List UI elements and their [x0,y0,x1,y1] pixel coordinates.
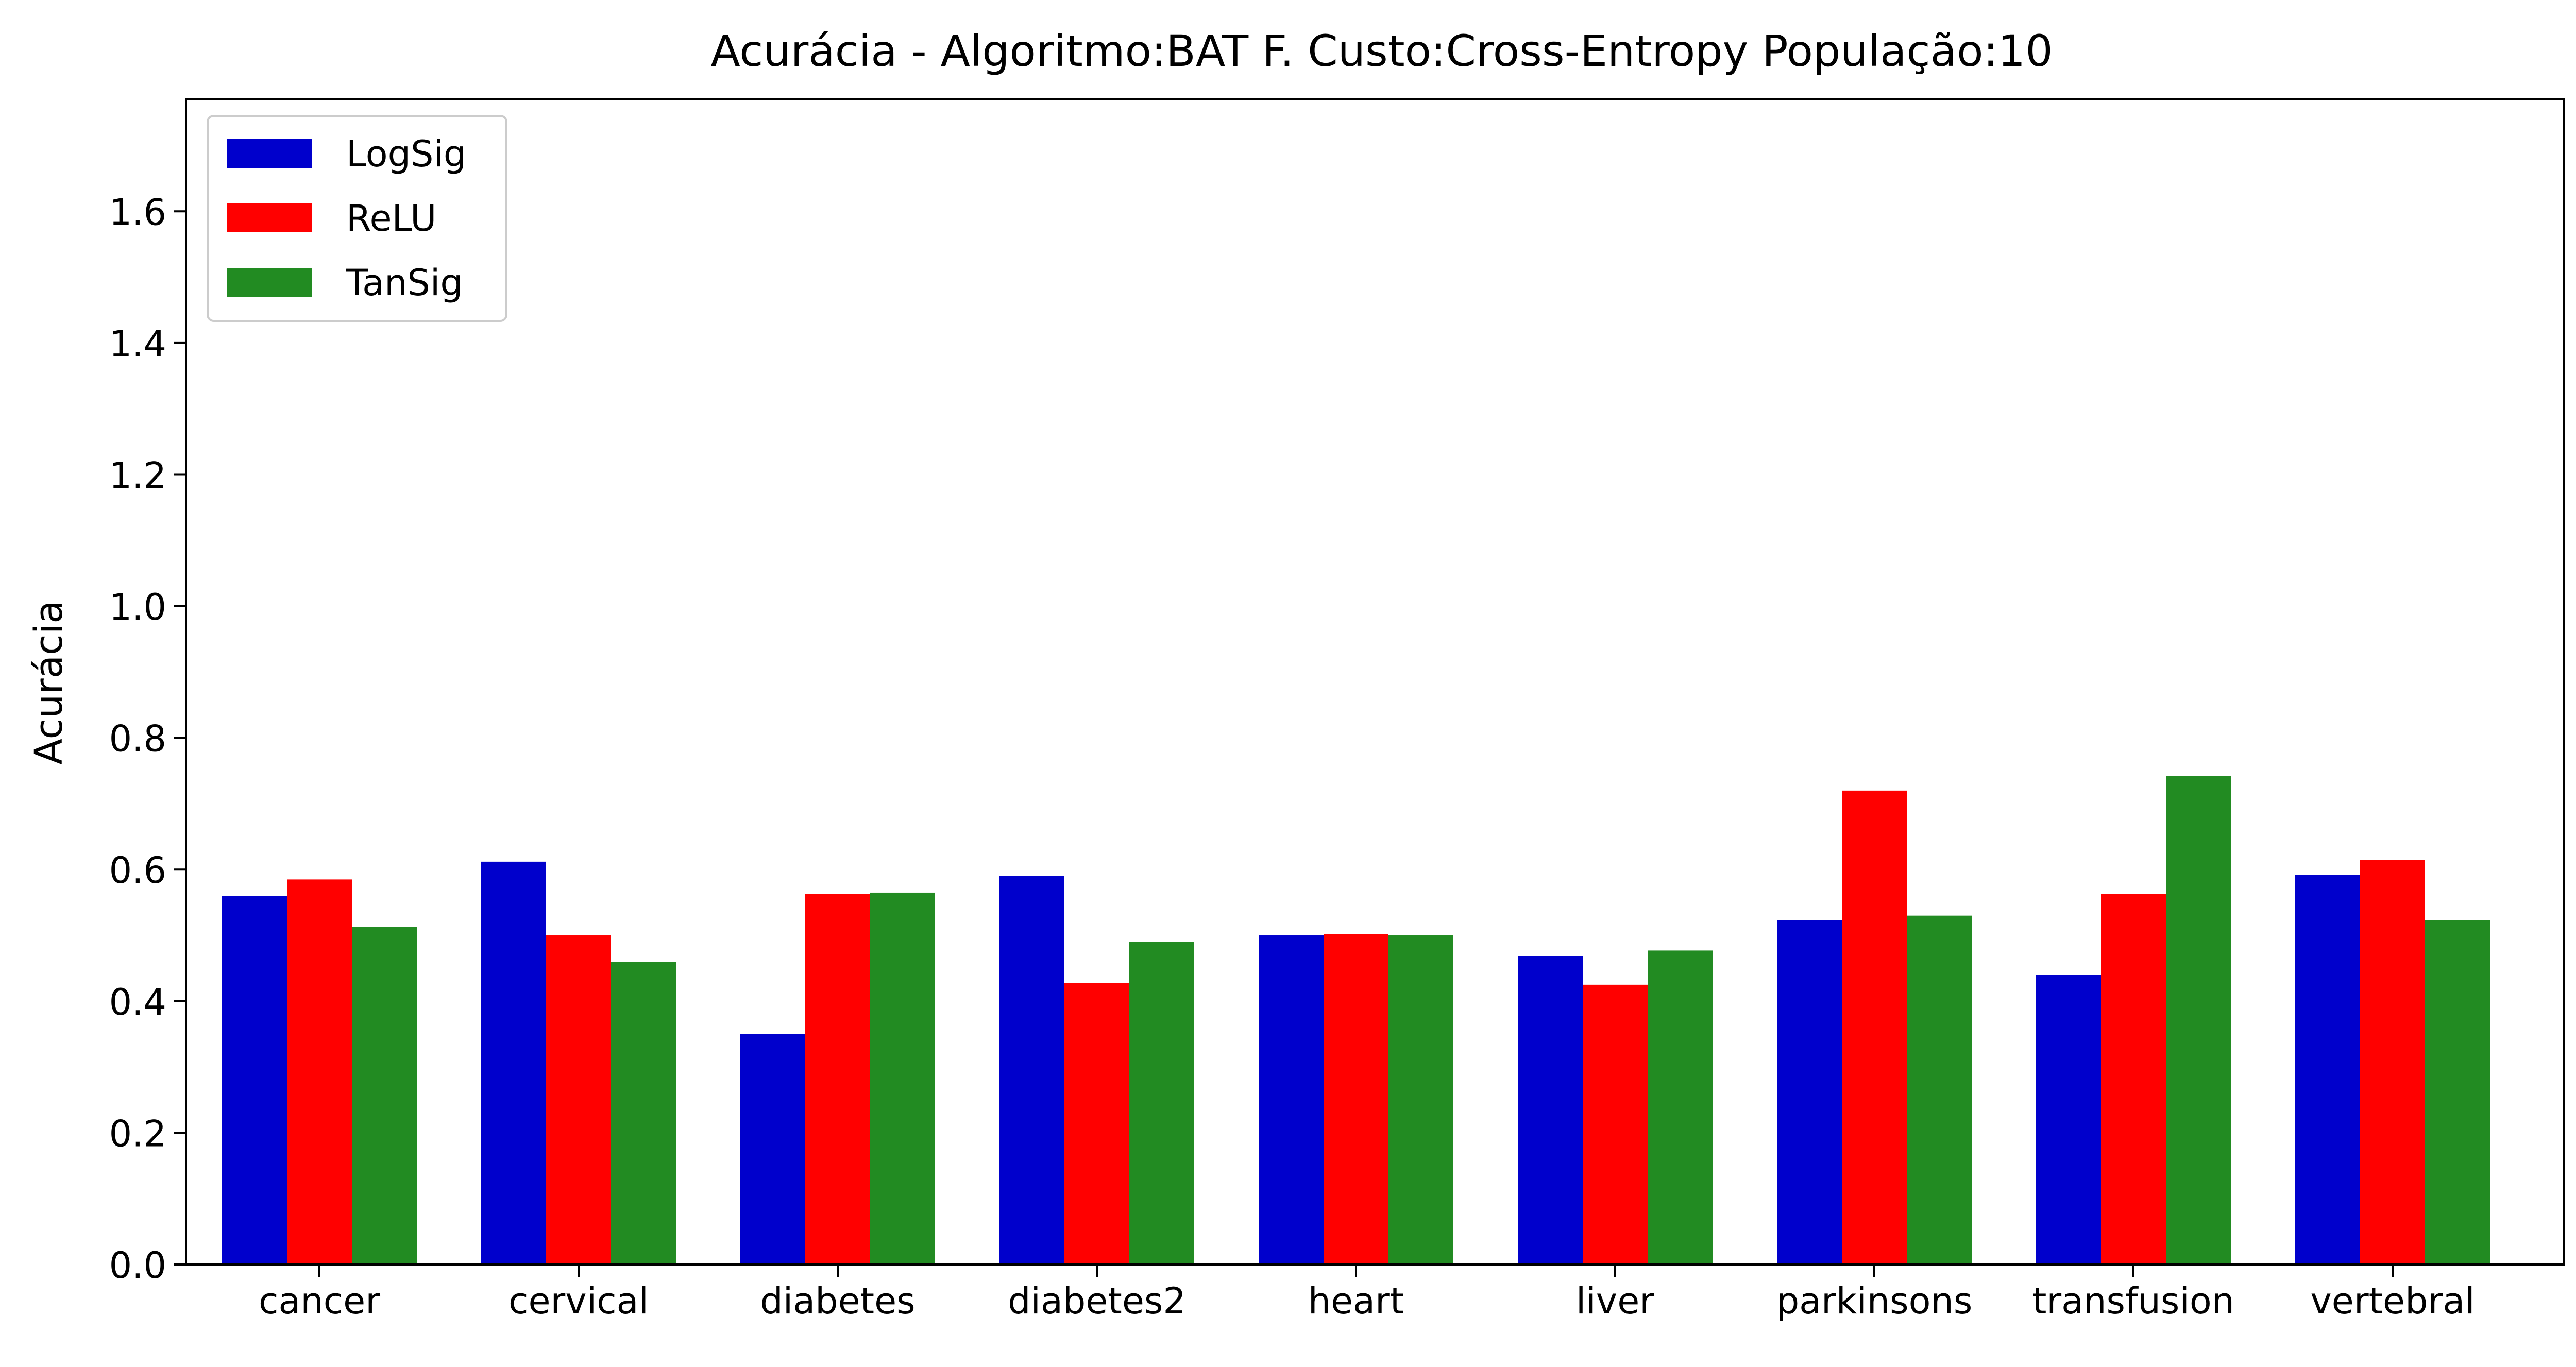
x-tick-label-diabetes2: diabetes2 [1008,1280,1186,1322]
y-tick-label: 1.4 [109,323,166,365]
y-tick-label: 1.0 [109,586,166,628]
y-tick-label: 0.8 [109,718,166,760]
x-tick-label-parkinsons: parkinsons [1776,1280,1973,1322]
legend-items: LogSig ReLU TanSig [227,133,466,304]
bar-logsig-vertebral [2295,875,2360,1265]
legend: LogSig ReLU TanSig [207,115,507,322]
legend-label-logsig: LogSig [346,133,466,175]
x-tick-label-transfusion: transfusion [2032,1280,2234,1322]
bar-logsig-diabetes2 [999,876,1064,1265]
bar-tansig-cancer [352,927,417,1265]
bar-tansig-diabetes2 [1129,942,1194,1265]
legend-label-tansig: TanSig [346,262,463,304]
bar-tansig-heart [1388,935,1453,1265]
y-tick-label: 0.4 [109,981,166,1023]
bar-tansig-transfusion [2166,776,2231,1265]
y-axis-label: Acurácia [27,600,71,764]
x-tick-label-liver: liver [1576,1280,1654,1322]
y-tick-label: 0.6 [109,849,166,892]
legend-swatch-relu [227,203,312,232]
bar-tansig-diabetes [870,892,935,1265]
legend-swatch-tansig [227,268,312,297]
x-tick-label-vertebral: vertebral [2310,1280,2475,1322]
bar-tansig-liver [1648,950,1713,1265]
bar-logsig-diabetes [740,1034,805,1265]
bar-relu-vertebral [2360,860,2425,1265]
bar-relu-diabetes [805,894,870,1265]
bar-relu-heart [1324,934,1388,1265]
chart-title: Acurácia - Algoritmo:BAT F. Custo:Cross-… [710,26,2053,76]
y-tick-label: 0.0 [109,1244,166,1287]
y-tick-label: 1.6 [109,191,166,233]
bar-logsig-cervical [481,861,546,1265]
bar-relu-diabetes2 [1064,983,1129,1265]
bar-relu-cervical [546,935,611,1265]
bar-tansig-vertebral [2425,920,2490,1265]
bar-logsig-cancer [222,896,287,1265]
x-tick-label-cervical: cervical [509,1280,649,1322]
x-tick-label-cancer: cancer [259,1280,380,1322]
bar-relu-cancer [287,879,352,1265]
bar-logsig-heart [1259,935,1324,1265]
bar-tansig-cervical [611,962,676,1265]
y-tick-label: 0.2 [109,1113,166,1155]
x-tick-label-heart: heart [1308,1280,1404,1322]
bar-tansig-parkinsons [1907,915,1972,1265]
bar-relu-liver [1583,984,1648,1265]
plot-frame [185,98,2565,1266]
y-axis-ticks: 0.0 0.2 0.4 0.6 0.8 1.0 1.2 1.4 1.6 [109,191,186,1287]
bar-relu-transfusion [2101,894,2166,1265]
x-tick-label-diabetes: diabetes [760,1280,915,1322]
legend-label-relu: ReLU [346,197,436,240]
bar-logsig-transfusion [2036,975,2101,1265]
bar-logsig-liver [1518,956,1583,1265]
legend-swatch-logsig [227,139,312,168]
bar-logsig-parkinsons [1777,920,1842,1265]
x-axis-ticks: cancer cervical diabetes diabetes2 heart live… [259,1265,2475,1322]
bars-layer [222,776,2490,1265]
y-tick-label: 1.2 [109,454,166,497]
bar-relu-parkinsons [1842,790,1907,1265]
